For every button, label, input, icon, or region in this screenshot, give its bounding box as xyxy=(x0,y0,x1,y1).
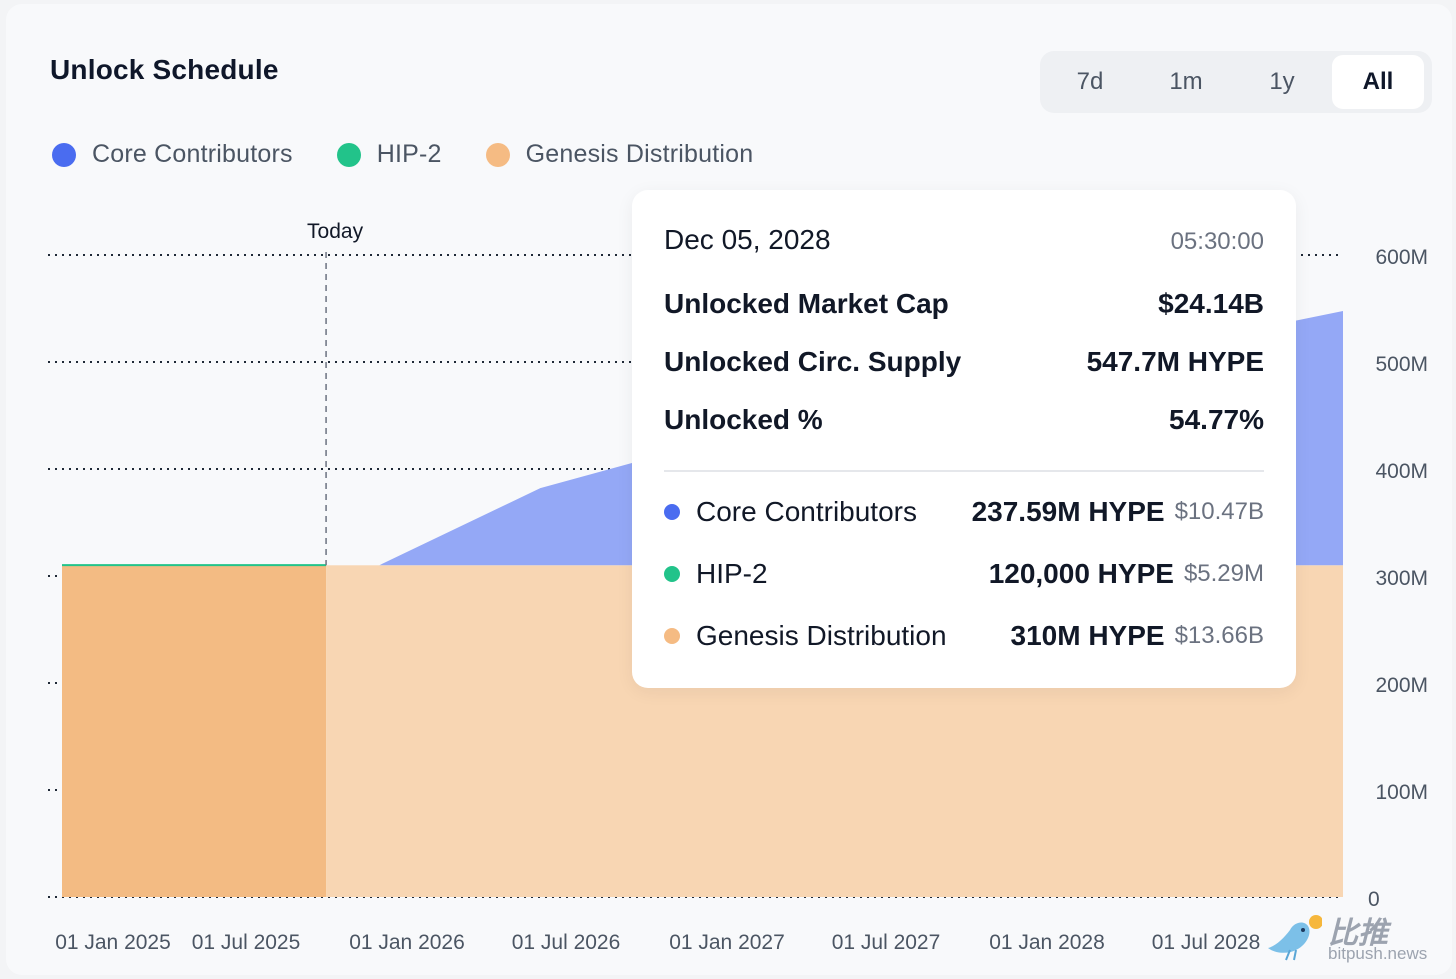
y-tick-label: 500M xyxy=(1375,353,1428,376)
tooltip-metric-value: $24.14B xyxy=(1158,288,1264,319)
tooltip-series-usd: $5.29M xyxy=(1183,560,1264,587)
tooltip-series-dot xyxy=(664,504,680,520)
legend-dot-genesis xyxy=(485,142,510,167)
x-tick-label: 01 Jul 2028 xyxy=(1152,931,1261,954)
y-tick-label: 200M xyxy=(1375,674,1428,697)
range-7d-button[interactable]: 7d xyxy=(1076,68,1104,95)
tooltip-metric-label: Unlocked % xyxy=(664,404,823,435)
tooltip-time: 05:30:00 xyxy=(1170,228,1264,255)
legend-item-genesis[interactable]: Genesis Distribution xyxy=(485,140,754,169)
tooltip-series-row: Core Contributors 237.59M HYPE $10.47B xyxy=(664,496,1264,528)
bird-logo-icon xyxy=(1268,915,1322,961)
tooltip-series-amount: 237.59M HYPE xyxy=(971,496,1165,527)
range-selector: 7d 1m 1y All xyxy=(1040,51,1432,113)
legend-label-hip2: HIP-2 xyxy=(376,140,442,168)
tooltip-date: Dec 05, 2028 xyxy=(664,224,831,255)
tooltip-series-dot xyxy=(664,628,680,644)
range-1m-button[interactable]: 1m xyxy=(1169,68,1203,95)
x-tick-label: 01 Jul 2027 xyxy=(832,931,941,954)
tooltip-metric-label: Unlocked Market Cap xyxy=(664,288,949,319)
y-axis-ticks: 0 100M 200M 300M 400M 500M 600M xyxy=(1368,246,1428,911)
today-label: Today xyxy=(307,220,364,243)
y-tick-label: 600M xyxy=(1375,246,1428,269)
x-tick-label: 01 Jul 2026 xyxy=(512,931,621,954)
today-marker: Today xyxy=(307,220,364,566)
tooltip-series-name: Core Contributors xyxy=(696,496,917,527)
tooltip-series-dot xyxy=(664,566,680,582)
legend-dot-hip2 xyxy=(336,142,361,167)
tooltip-series-amount: 310M HYPE xyxy=(1010,620,1165,651)
chart-tooltip: Dec 05, 2028 05:30:00 Unlocked Market Ca… xyxy=(632,190,1296,688)
tooltip-metric-value: 54.77% xyxy=(1169,404,1264,435)
x-tick-label: 01 Jan 2028 xyxy=(989,931,1105,954)
genesis-area-past xyxy=(62,565,327,897)
tooltip-series-row: HIP-2 120,000 HYPE $5.29M xyxy=(664,558,1264,590)
y-tick-label: 100M xyxy=(1375,781,1428,804)
tooltip-series-name: Genesis Distribution xyxy=(696,620,947,651)
chart-legend: Core Contributors HIP-2 Genesis Distribu… xyxy=(52,140,797,169)
tooltip-series-amount: 120,000 HYPE xyxy=(988,558,1174,589)
range-all-button[interactable]: All xyxy=(1332,55,1424,109)
tooltip-divider xyxy=(664,470,1264,472)
watermark-cn: 比推 xyxy=(1328,917,1388,950)
legend-label-core-contributors: Core Contributors xyxy=(92,140,293,168)
x-tick-label: 01 Jan 2027 xyxy=(669,931,785,954)
tooltip-metric-value: 547.7M HYPE xyxy=(1086,346,1264,377)
tooltip-series-usd: $13.66B xyxy=(1174,622,1264,649)
range-1y-button[interactable]: 1y xyxy=(1269,68,1295,95)
watermark-en: bitpush.news xyxy=(1328,944,1428,963)
x-tick-label: 01 Jan 2025 xyxy=(55,931,171,954)
tooltip-series-usd: $10.47B xyxy=(1174,498,1264,525)
x-tick-label: 01 Jan 2026 xyxy=(349,931,465,954)
x-tick-label: 01 Jul 2025 xyxy=(192,931,301,954)
legend-item-core-contributors[interactable]: Core Contributors xyxy=(52,140,293,169)
page-title: Unlock Schedule xyxy=(50,54,279,85)
legend-dot-core-contributors xyxy=(52,142,76,167)
legend-item-hip2[interactable]: HIP-2 xyxy=(336,140,442,169)
tooltip-series-name: HIP-2 xyxy=(696,558,768,589)
y-tick-label: 300M xyxy=(1375,567,1428,590)
legend-label-genesis: Genesis Distribution xyxy=(525,140,754,168)
y-tick-label: 0 xyxy=(1368,888,1380,911)
tooltip-metric-label: Unlocked Circ. Supply xyxy=(664,346,962,377)
x-axis-ticks: 01 Jan 2025 01 Jul 2025 01 Jan 2026 01 Jul … xyxy=(55,931,1260,954)
y-tick-label: 400M xyxy=(1375,460,1428,483)
tooltip-series-row: Genesis Distribution 310M HYPE $13.66B xyxy=(664,620,1264,652)
watermark: 比推 bitpush.news xyxy=(1262,908,1452,970)
